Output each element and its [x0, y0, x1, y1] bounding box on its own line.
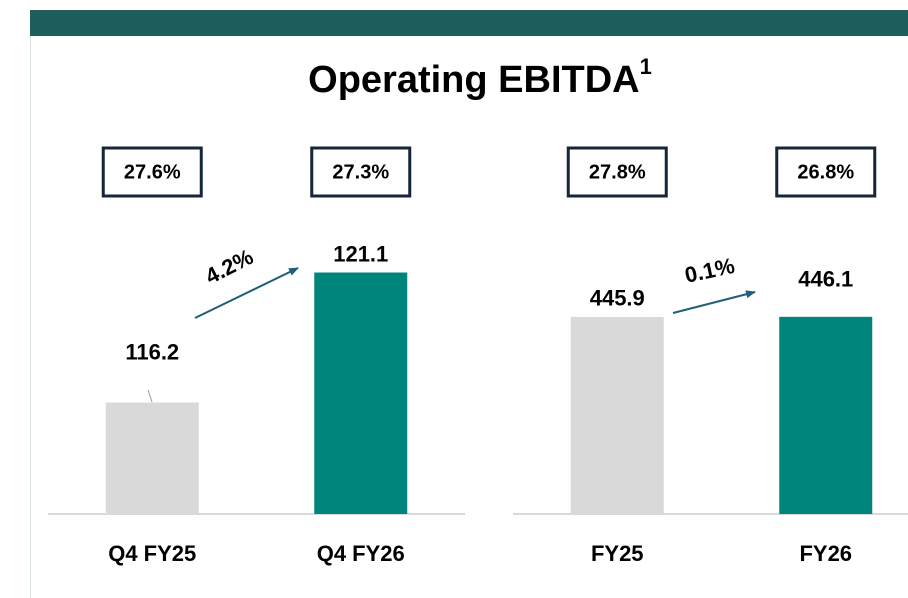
- bar: [105, 402, 199, 514]
- value-label: 446.1: [798, 267, 853, 292]
- margin-box: [775, 146, 877, 198]
- margin-label: 26.8%: [797, 161, 854, 183]
- margin-box: [310, 146, 412, 198]
- bar: [779, 316, 873, 514]
- margin-box: [566, 146, 668, 198]
- title-text: Operating EBITDA: [308, 59, 639, 101]
- header-band: [30, 10, 908, 36]
- bar: [314, 272, 408, 514]
- category-label: FY26: [799, 541, 852, 566]
- value-label: 116.2: [125, 339, 179, 364]
- bar: [570, 316, 664, 514]
- growth-label: 4.2%: [201, 244, 257, 289]
- slide-title: Operating EBITDA1: [308, 54, 652, 101]
- value-label: 445.9: [590, 286, 645, 311]
- margin-label: 27.6%: [124, 161, 181, 183]
- growth-label: 0.1%: [683, 253, 737, 288]
- category-label: FY25: [591, 541, 644, 566]
- category-label: Q4 FY25: [108, 541, 196, 566]
- leader-line: [147, 389, 153, 403]
- value-label: 121.1: [333, 241, 388, 266]
- margin-label: 27.3%: [332, 161, 389, 183]
- margin-box: [101, 146, 203, 198]
- category-label: Q4 FY26: [317, 541, 405, 566]
- growth-arrow: [194, 267, 299, 319]
- title-footnote: 1: [640, 54, 652, 79]
- margin-label: 27.8%: [589, 161, 646, 183]
- growth-arrow: [672, 290, 756, 314]
